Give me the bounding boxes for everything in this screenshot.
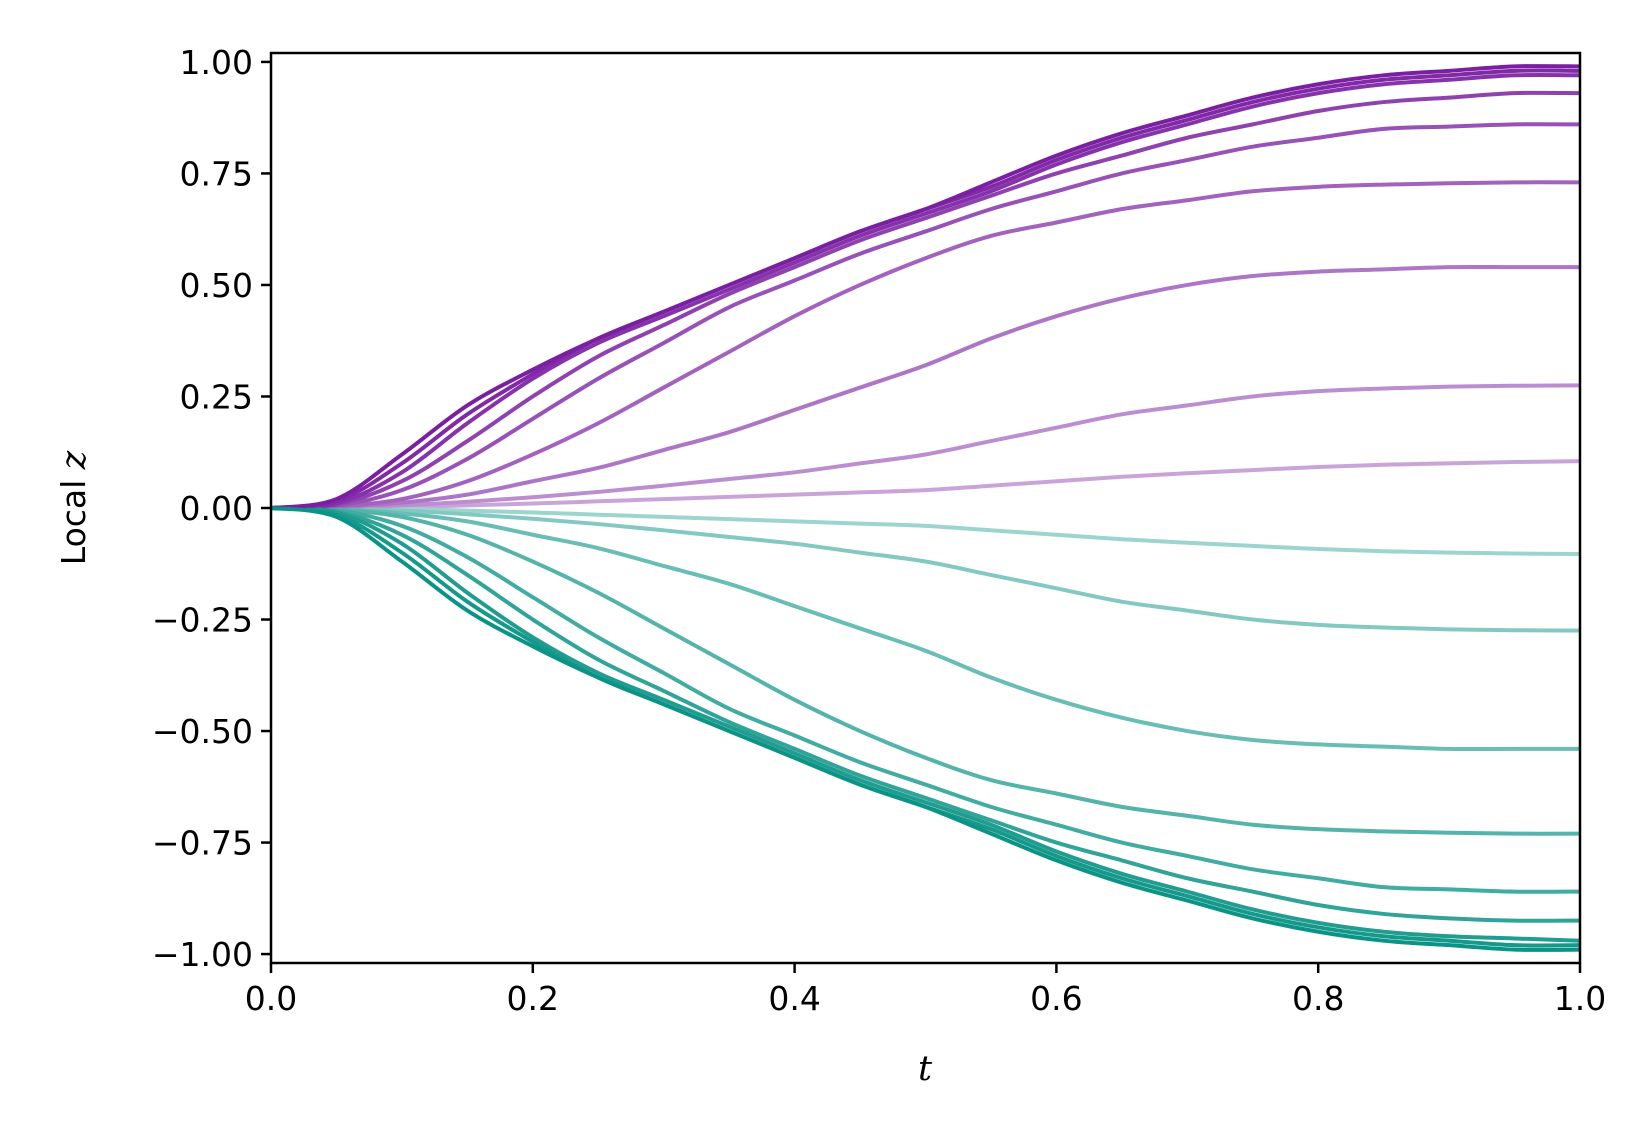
x-axis: 0.0 0.2 0.4 0.6 0.8 1.0: [245, 963, 1606, 1018]
series-line-14: [270, 506, 1581, 894]
plot-frame: [269, 51, 1582, 965]
x-tick-label: 0.2: [507, 979, 559, 1018]
y-tick-label: 1.00: [180, 43, 253, 82]
x-tick-label: 0.8: [1292, 979, 1344, 1018]
y-axis: 1.00 0.75 0.50 0.25 0.00 −0.25 −0.50 −0.75 −1.00: [152, 43, 271, 974]
y-tick-label: 0.25: [180, 377, 253, 416]
series-line-7: [270, 264, 1580, 510]
series-line-1: [270, 64, 1581, 510]
x-tick-label: 1.0: [1554, 979, 1606, 1018]
series-line-9: [270, 459, 1581, 510]
y-axis-label-prefix: Local: [54, 469, 93, 565]
series-line-6: [270, 180, 1581, 510]
y-tick-label: −0.25: [152, 601, 253, 640]
y-tick-label: 0.50: [180, 266, 253, 305]
y-tick-label: −0.50: [152, 712, 253, 751]
series-line-11: [270, 506, 1581, 633]
series-line-16: [270, 506, 1581, 943]
x-axis-label: t: [918, 1049, 933, 1089]
series-line-12: [270, 506, 1580, 752]
series-layer: [270, 64, 1581, 952]
x-tick-label: 0.6: [1030, 979, 1082, 1018]
x-tick-label: 0.4: [768, 979, 820, 1018]
series-line-8: [270, 383, 1581, 510]
series-line-3: [270, 72, 1581, 510]
y-tick-label: 0.00: [180, 489, 253, 528]
y-tick-label: 0.75: [180, 154, 253, 193]
series-line-5: [270, 122, 1581, 510]
y-axis-label-variable: z: [54, 450, 94, 470]
y-axis-label: Local z: [54, 450, 94, 565]
x-tick-label: 0.0: [245, 979, 297, 1018]
series-line-18: [270, 506, 1581, 952]
series-line-15: [270, 506, 1581, 923]
y-tick-label: −1.00: [152, 935, 253, 974]
series-line-10: [270, 506, 1581, 556]
y-tick-label: −0.75: [152, 824, 253, 863]
series-line-4: [270, 90, 1581, 510]
series-line-13: [270, 506, 1581, 836]
